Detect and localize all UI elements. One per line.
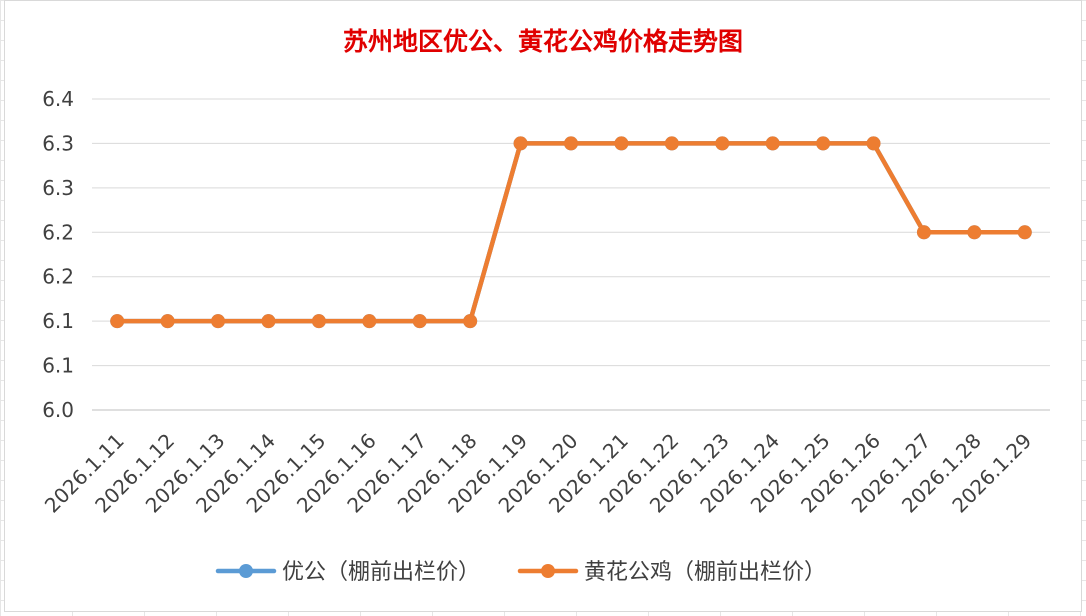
legend: 优公（棚前出栏价） 黄花公鸡（棚前出栏价） xyxy=(215,560,826,585)
legend-label: 优公（棚前出栏价） xyxy=(282,560,480,585)
x-axis: 2026.1.112026.1.122026.1.132026.1.142026… xyxy=(40,429,1037,518)
data-point xyxy=(463,314,478,329)
data-point xyxy=(110,314,125,329)
y-tick-label: 6.1 xyxy=(42,354,74,378)
data-point xyxy=(311,314,326,329)
y-axis: 6.0 6.1 6.1 6.2 6.2 6.3 6.3 6.4 xyxy=(42,87,74,422)
y-tick-label: 6.3 xyxy=(42,176,74,200)
y-tick-label: 6.1 xyxy=(42,309,74,333)
data-point xyxy=(412,314,427,329)
y-tick-label: 6.2 xyxy=(42,220,74,244)
chart-area[interactable] xyxy=(4,0,1082,612)
legend-marker xyxy=(541,564,555,578)
data-point xyxy=(1017,225,1032,240)
plot-area xyxy=(110,136,1032,329)
y-tick-label: 6.3 xyxy=(42,131,74,155)
legend-label: 黄花公鸡（棚前出栏价） xyxy=(584,560,826,585)
data-point xyxy=(664,136,679,151)
data-point xyxy=(564,136,578,151)
data-point xyxy=(513,136,528,151)
data-point xyxy=(866,136,881,151)
y-tick-label: 6.4 xyxy=(42,87,74,111)
data-point xyxy=(765,136,780,151)
data-point xyxy=(261,314,276,329)
data-point xyxy=(211,314,226,329)
data-point xyxy=(614,136,629,151)
y-tick-label: 6.2 xyxy=(42,265,74,289)
data-point xyxy=(715,136,730,151)
data-point xyxy=(916,225,931,240)
data-point xyxy=(362,314,377,329)
data-point xyxy=(967,225,982,240)
data-point xyxy=(160,314,175,329)
data-point xyxy=(816,136,831,151)
legend-marker xyxy=(239,564,253,578)
y-tick-label: 6.0 xyxy=(42,398,74,422)
chart-title: 苏州地区优公、黄花公鸡价格走势图 xyxy=(343,27,743,56)
